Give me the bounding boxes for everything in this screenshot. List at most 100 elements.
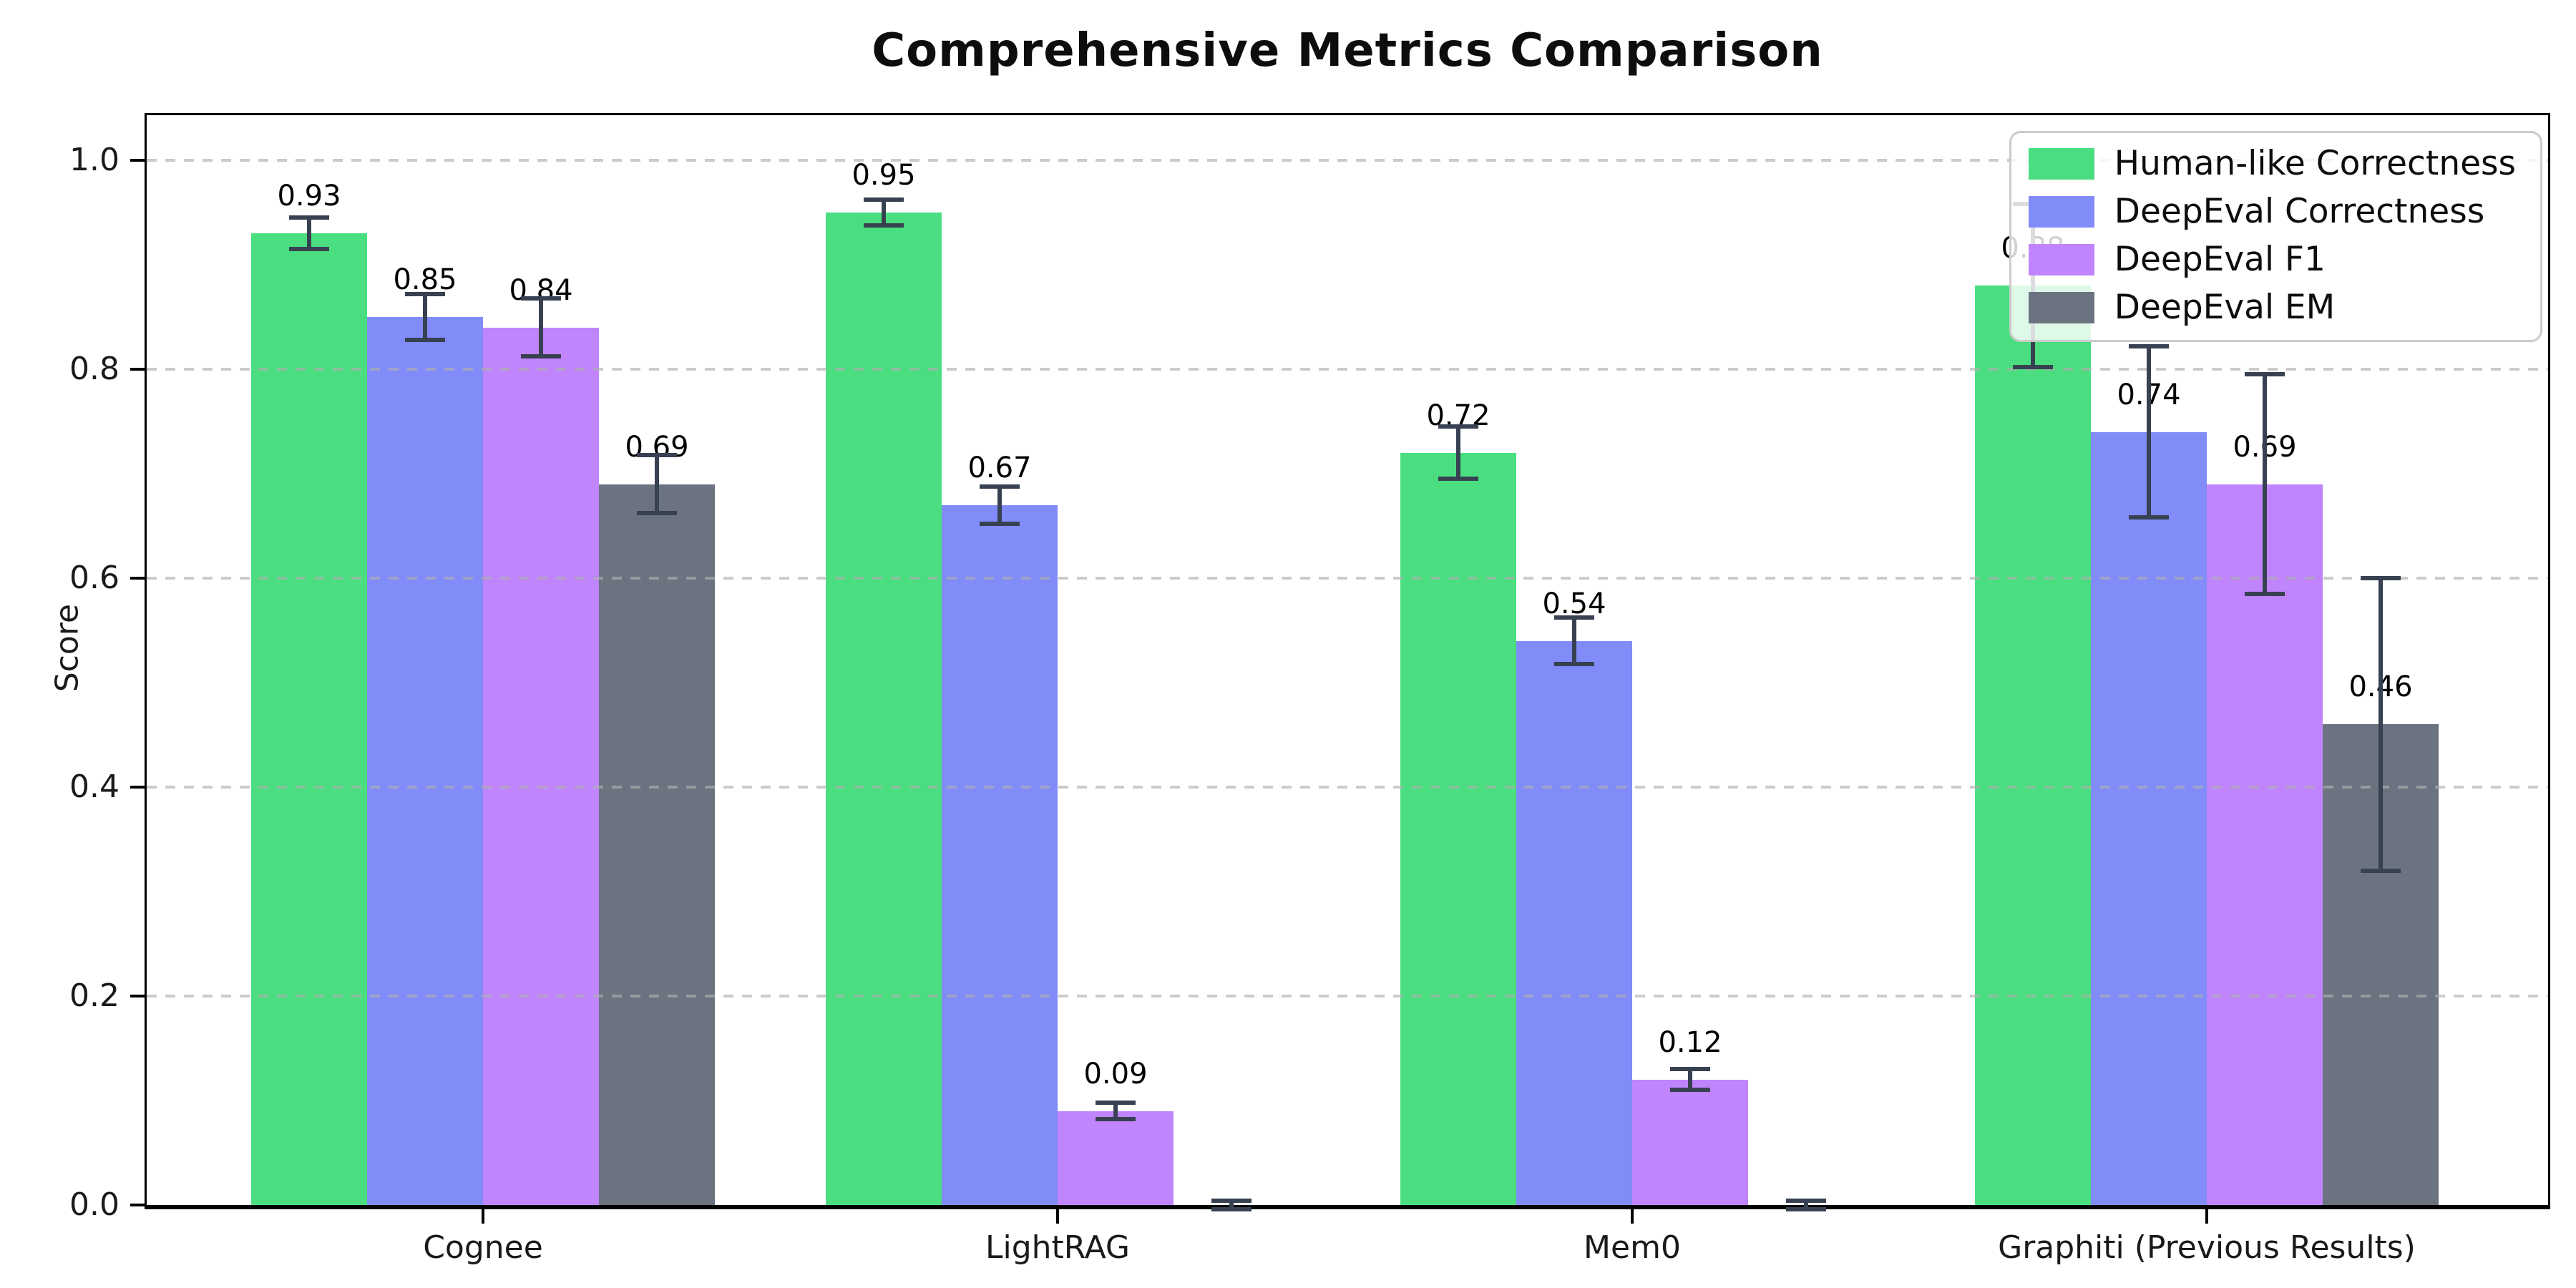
error-bar-cap: [1211, 1199, 1252, 1203]
error-bar-cap: [1438, 477, 1478, 481]
bar-deepeval-correctness-mem0: [1516, 641, 1632, 1205]
bar-deepeval-f1-cognee: [483, 328, 599, 1205]
error-bar-cap: [1786, 1199, 1826, 1203]
error-bar-cap: [1438, 424, 1478, 429]
error-bar-cap: [2245, 372, 2285, 376]
y-tick-mark: [130, 786, 145, 789]
y-axis-label: Score: [49, 603, 86, 693]
error-bar-cap: [1554, 615, 1594, 620]
error-bar-cap: [1554, 662, 1594, 666]
error-bar-cap: [1096, 1117, 1136, 1121]
error-bar-cap: [521, 296, 561, 301]
error-bar-cap: [637, 511, 677, 515]
error-bar-line: [2263, 374, 2267, 594]
y-tick-label: 0.8: [69, 351, 119, 387]
y-tick-mark: [130, 1204, 145, 1206]
y-tick-label: 1.0: [69, 142, 119, 178]
legend-item: DeepEval F1: [2028, 240, 2516, 280]
error-bar-cap: [1211, 1207, 1252, 1211]
error-bar-cap: [980, 522, 1020, 526]
error-bar-line: [882, 200, 886, 225]
value-label: 0.12: [1658, 1026, 1722, 1059]
x-tick-mark: [482, 1209, 484, 1224]
error-bar-cap: [2129, 515, 2169, 519]
error-bar-cap: [2245, 592, 2285, 596]
legend-label: DeepEval Correctness: [2114, 192, 2485, 232]
bar-human-like-correctness-graphiti-previous-results-: [1975, 286, 2091, 1205]
y-tick-label: 0.2: [69, 977, 119, 1014]
bar-deepeval-em-cognee: [599, 484, 715, 1205]
error-bar-cap: [289, 215, 329, 220]
legend-item: Human-like Correctness: [2028, 144, 2516, 183]
error-bar-cap: [637, 453, 677, 457]
error-bar-line: [2147, 346, 2151, 517]
legend-item: DeepEval Correctness: [2028, 192, 2516, 232]
error-bar-cap: [1670, 1088, 1710, 1092]
value-label: 0.67: [967, 452, 1032, 484]
value-label: 0.54: [1542, 587, 1606, 620]
error-bar-cap: [289, 247, 329, 251]
bar-human-like-correctness-mem0: [1400, 453, 1516, 1205]
y-tick-mark: [130, 577, 145, 580]
bar-deepeval-f1-lightrag: [1058, 1111, 1174, 1205]
deepeval-correctness-swatch: [2028, 196, 2094, 228]
x-tick-mark: [2205, 1209, 2208, 1224]
error-bar-line: [997, 486, 1002, 524]
error-bar-line: [1572, 618, 1576, 664]
error-bar-cap: [1670, 1067, 1710, 1071]
bar-deepeval-f1-graphiti-previous-results-: [2207, 484, 2323, 1205]
y-tick-mark: [130, 159, 145, 162]
y-tick-label: 0.4: [69, 769, 119, 805]
human-like-correctness-swatch: [2028, 148, 2094, 180]
legend-label: DeepEval F1: [2114, 240, 2326, 280]
error-bar-line: [423, 294, 427, 340]
y-tick-label: 0.6: [69, 560, 119, 596]
legend: Human-like Correctness DeepEval Correctne…: [2009, 131, 2542, 343]
bar-human-like-correctness-lightrag: [826, 213, 942, 1205]
error-bar-cap: [2129, 344, 2169, 348]
error-bar-cap: [405, 338, 445, 342]
error-bar-cap: [521, 354, 561, 358]
error-bar-cap: [864, 223, 904, 228]
bar-deepeval-correctness-cognee: [367, 317, 483, 1205]
error-bar-cap: [405, 292, 445, 296]
error-bar-cap: [2361, 576, 2401, 580]
value-label: 0.95: [852, 159, 916, 192]
x-tick-mark: [1631, 1209, 1634, 1224]
error-bar-line: [1113, 1103, 1118, 1119]
legend-label: DeepEval EM: [2114, 288, 2336, 328]
error-bar-cap: [2361, 869, 2401, 873]
deepeval-f1-swatch: [2028, 244, 2094, 276]
bar-deepeval-correctness-lightrag: [942, 505, 1058, 1205]
legend-label: Human-like Correctness: [2114, 144, 2516, 183]
error-bar-cap: [1096, 1101, 1136, 1105]
value-label: 0.09: [1083, 1058, 1148, 1091]
deepeval-em-swatch: [2028, 292, 2094, 324]
x-tick-label: Graphiti (Previous Results): [1998, 1229, 2416, 1266]
error-bar-line: [655, 454, 659, 513]
chart-title: Comprehensive Metrics Comparison: [872, 24, 1823, 77]
x-tick-mark: [1056, 1209, 1059, 1224]
error-bar-line: [1688, 1069, 1692, 1090]
error-bar-line: [307, 218, 311, 249]
bar-deepeval-correctness-graphiti-previous-results-: [2091, 432, 2207, 1205]
plot-area: 0.930.950.720.880.850.670.540.740.840.09…: [145, 113, 2550, 1211]
error-bar-line: [1229, 1201, 1234, 1209]
legend-item: DeepEval EM: [2028, 288, 2516, 328]
error-bar-cap: [864, 197, 904, 202]
error-bar-cap: [1786, 1207, 1826, 1211]
value-label: 0.93: [277, 180, 341, 213]
value-label: 0.85: [393, 263, 457, 296]
y-tick-mark: [130, 368, 145, 371]
error-bar-line: [2379, 578, 2383, 871]
y-tick-mark: [130, 995, 145, 997]
bar-human-like-correctness-cognee: [251, 233, 367, 1205]
y-tick-label: 0.0: [69, 1186, 119, 1223]
bar-deepeval-f1-mem0: [1632, 1080, 1748, 1205]
error-bar-line: [1804, 1201, 1808, 1209]
error-bar-line: [1456, 426, 1460, 479]
x-tick-label: LightRAG: [985, 1229, 1131, 1266]
x-tick-label: Mem0: [1584, 1229, 1681, 1266]
error-bar-line: [539, 298, 543, 356]
